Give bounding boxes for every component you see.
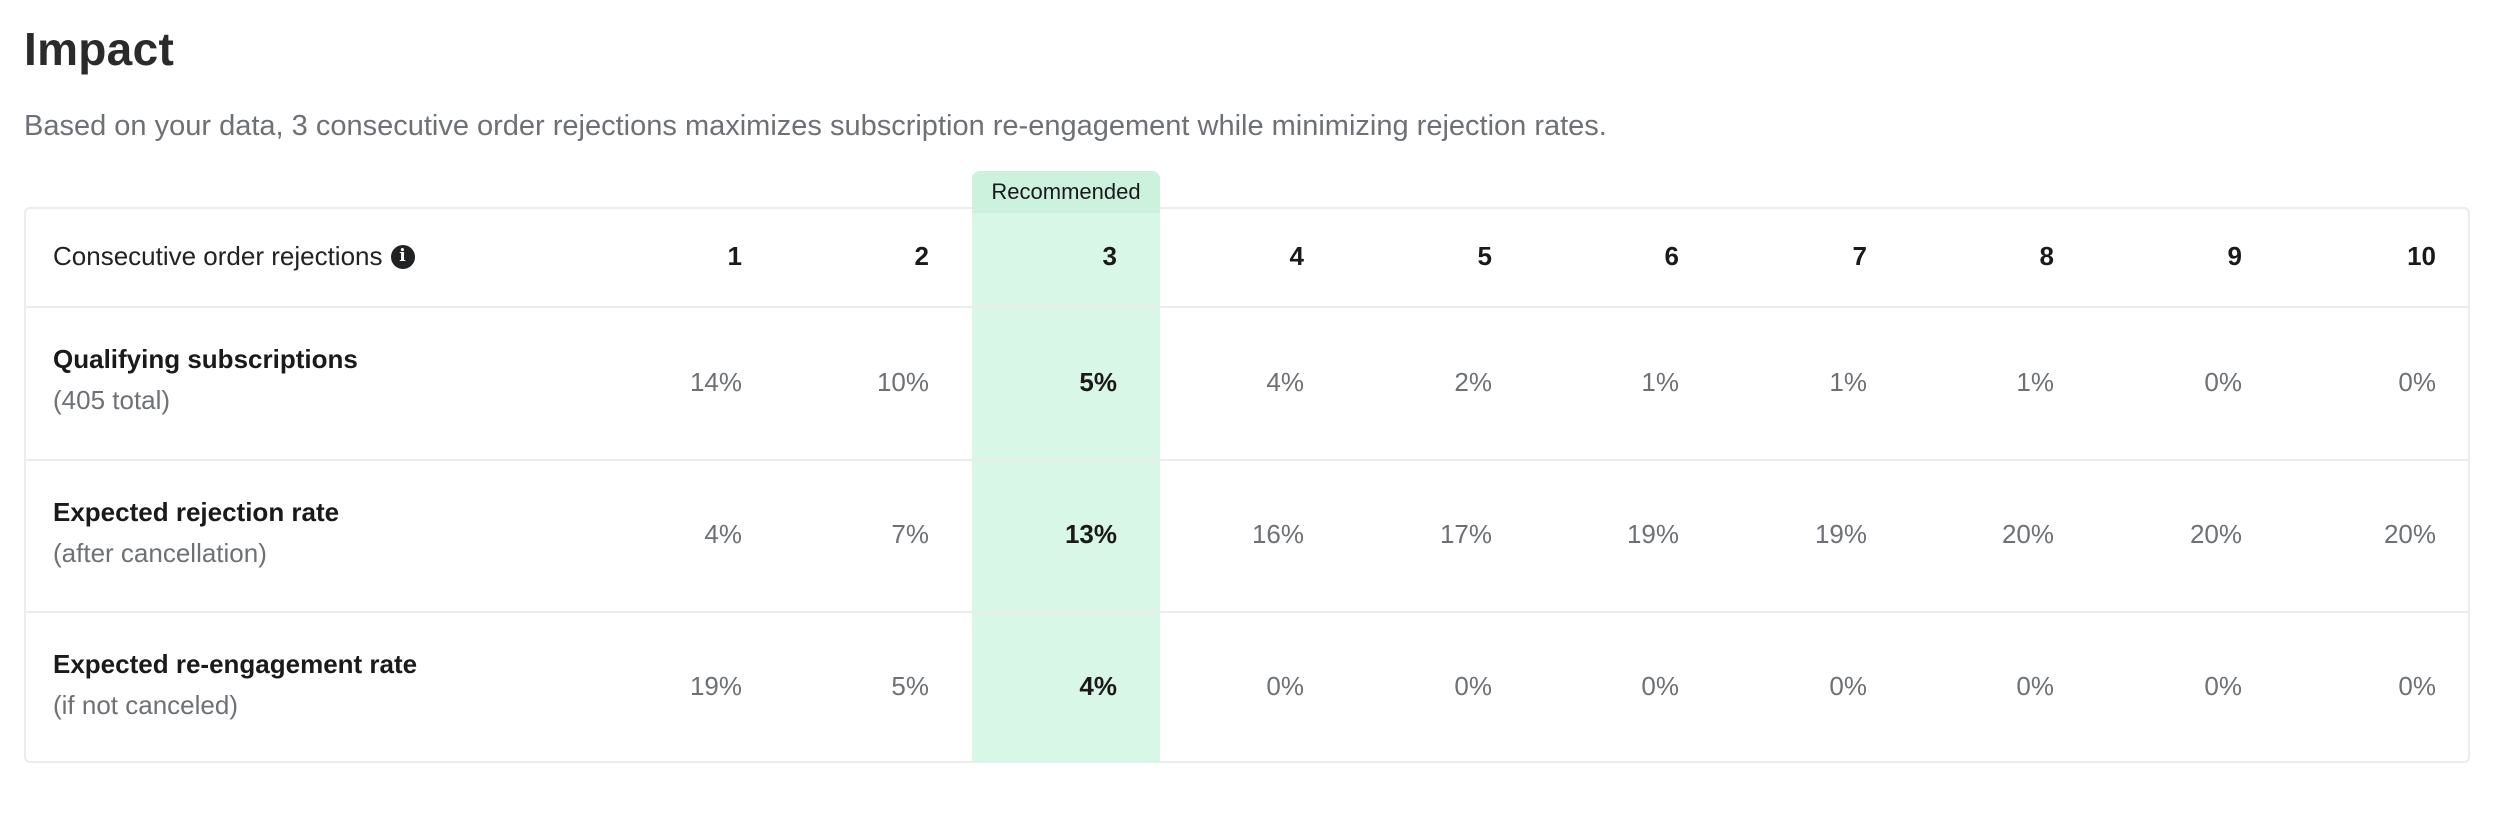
table-cell: 1%: [2016, 367, 2054, 397]
table-cell-recommended: 4%: [1079, 671, 1117, 701]
column-header-2: 2: [914, 241, 929, 271]
row-subtitle: (if not canceled): [53, 690, 238, 720]
column-header-9: 9: [2227, 241, 2242, 271]
table-cell: 0%: [1266, 671, 1304, 701]
impact-table-card: [24, 207, 2470, 763]
column-header-8: 8: [2039, 241, 2054, 271]
column-header-10: 10: [2407, 241, 2436, 271]
table-cell: 1%: [1829, 367, 1867, 397]
table-cell: 0%: [2398, 367, 2436, 397]
page-subtitle: Based on your data, 3 consecutive order …: [24, 110, 1607, 142]
table-cell: 0%: [1829, 671, 1867, 701]
table-cell: 20%: [2189, 519, 2242, 549]
table-cell: 5%: [891, 671, 929, 701]
table-cell: 0%: [2204, 367, 2242, 397]
table-header-row: Consecutive order rejections i: [0, 241, 2508, 273]
table-cell: 7%: [891, 519, 929, 549]
row-title: Expected re-engagement rate: [53, 649, 418, 679]
row-label: Expected rejection rate (after cancellat…: [53, 497, 339, 569]
info-icon[interactable]: i: [390, 244, 415, 269]
row-subtitle: (405 total): [53, 385, 171, 415]
table-cell: 19%: [1814, 519, 1867, 549]
table-cell: 4%: [704, 519, 742, 549]
table-cell: 1%: [1641, 367, 1679, 397]
column-header-4: 4: [1289, 241, 1304, 271]
table-cell: 17%: [1439, 519, 1492, 549]
recommended-column-highlight: [972, 171, 1160, 763]
column-header-6: 6: [1664, 241, 1679, 271]
table-cell: 4%: [1266, 367, 1304, 397]
row-divider: [26, 459, 2468, 461]
row-title: Qualifying subscriptions: [53, 344, 358, 374]
table-cell: 14%: [689, 367, 742, 397]
header-label: Consecutive order rejections i: [53, 241, 415, 272]
page-title: Impact: [24, 23, 175, 75]
column-header-1: 1: [727, 241, 742, 271]
table-cell: 0%: [2398, 671, 2436, 701]
table-cell: 20%: [2001, 519, 2054, 549]
table-cell-recommended: 5%: [1079, 367, 1117, 397]
table-cell: 16%: [1251, 519, 1304, 549]
row-divider: [26, 306, 2468, 308]
column-header-3: 3: [1102, 241, 1117, 271]
table-cell: 0%: [2016, 671, 2054, 701]
row-label: Expected re-engagement rate (if not canc…: [53, 649, 417, 721]
table-cell: 20%: [2383, 519, 2436, 549]
row-divider: [26, 611, 2468, 613]
table-cell: 19%: [1626, 519, 1679, 549]
table-cell-recommended: 13%: [1064, 519, 1117, 549]
table-cell: 2%: [1454, 367, 1492, 397]
table-cell: 0%: [1454, 671, 1492, 701]
table-cell: 10%: [876, 367, 929, 397]
column-header-5: 5: [1477, 241, 1492, 271]
column-header-7: 7: [1852, 241, 1867, 271]
header-label-text: Consecutive order rejections: [53, 241, 383, 271]
table-cell: 0%: [1641, 671, 1679, 701]
row-title: Expected rejection rate: [53, 497, 340, 527]
table-cell: 19%: [689, 671, 742, 701]
table-cell: 0%: [2204, 671, 2242, 701]
recommended-badge: Recommended: [972, 171, 1160, 213]
row-label: Qualifying subscriptions (405 total): [53, 344, 358, 416]
row-subtitle: (after cancellation): [53, 538, 267, 568]
